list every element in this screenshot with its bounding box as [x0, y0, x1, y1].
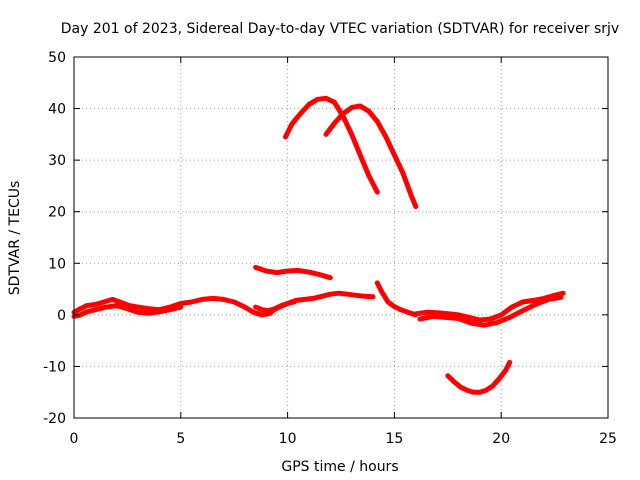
y-axis-title: SDTVAR / TECUs	[7, 181, 23, 296]
y-tick-label: -20	[43, 411, 66, 427]
series-line-low-band-d	[253, 299, 297, 314]
data-series	[71, 95, 566, 395]
x-tick-label: 5	[176, 431, 185, 447]
y-tick-label: 10	[48, 256, 66, 272]
chart-title: Day 201 of 2023, Sidereal Day-to-day VTE…	[61, 21, 619, 37]
y-tick-label: 50	[48, 50, 66, 66]
series-line-arc-peak-42	[283, 95, 380, 195]
series-line-late-band-b	[417, 294, 564, 328]
x-tick-label: 15	[385, 431, 403, 447]
series-line-drop-14	[374, 280, 419, 318]
series-line-low-band-b	[71, 303, 184, 319]
x-tick-label: 25	[599, 431, 617, 447]
series-line-dip-minus15	[445, 359, 513, 395]
x-tick-label: 20	[492, 431, 510, 447]
y-tick-label: 30	[48, 153, 66, 169]
y-tick-label: 0	[57, 308, 66, 324]
y-tick-label: 20	[48, 205, 66, 221]
series-line-late-band-a	[413, 290, 566, 323]
x-tick-label: 0	[70, 431, 79, 447]
y-tick-label: 40	[48, 102, 66, 118]
axis-ticks: 0 5 10 15 20 25 -20 -10 0 10 20 30 40 50	[43, 50, 617, 447]
plot-frame	[73, 56, 609, 419]
y-tick-label: -10	[43, 359, 66, 375]
x-tick-label: 10	[279, 431, 297, 447]
series-line-arc-peak-40	[323, 103, 419, 210]
x-axis-title: GPS time / hours	[281, 459, 398, 475]
series-line-arc-upper-10	[253, 264, 333, 281]
